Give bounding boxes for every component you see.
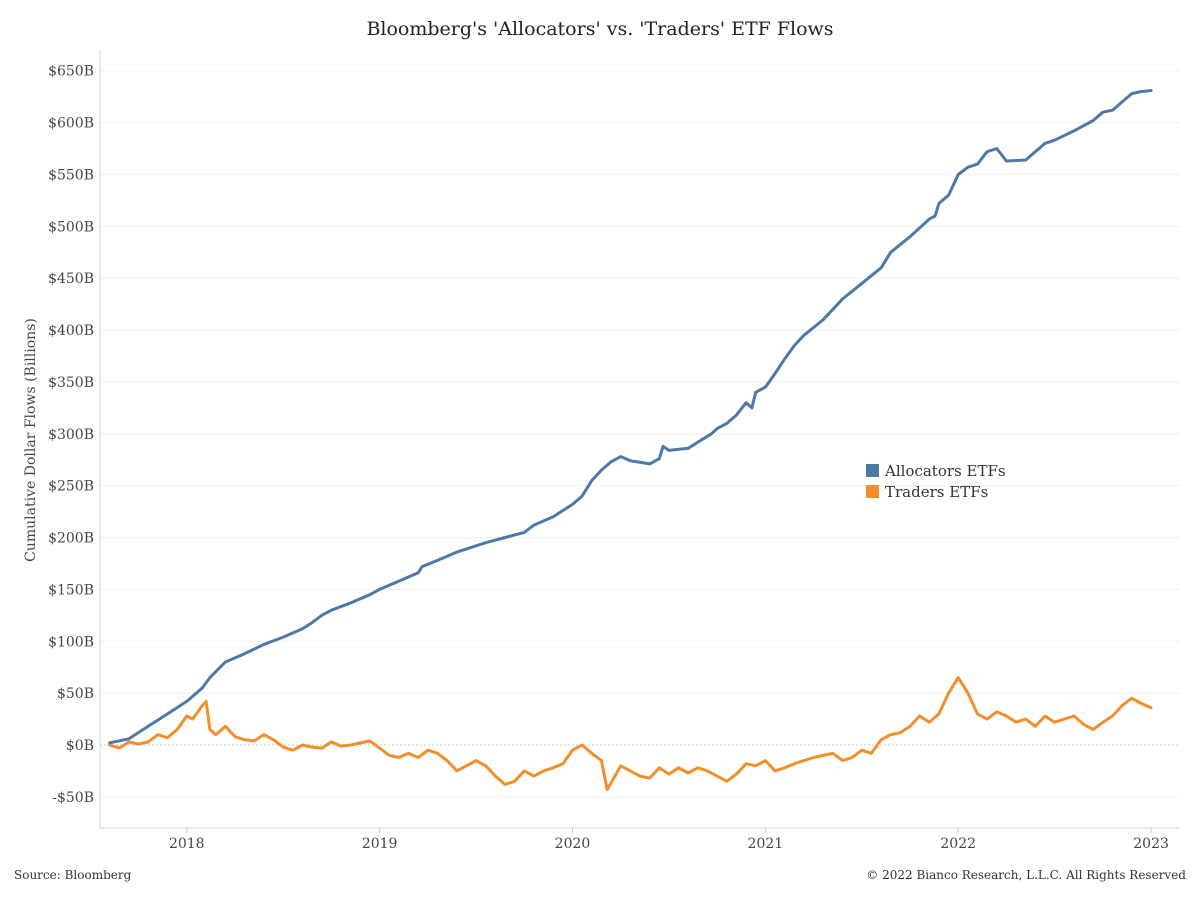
copyright-note: © 2022 Bianco Research, L.L.C. All Right… xyxy=(866,868,1186,882)
chart-title: Bloomberg's 'Allocators' vs. 'Traders' E… xyxy=(366,18,834,40)
y-tick-label: $100B xyxy=(48,634,94,650)
x-tick-label: 2019 xyxy=(362,836,398,852)
legend-label: Allocators ETFs xyxy=(884,462,1006,480)
x-tick-label: 2022 xyxy=(940,836,976,852)
series-line-traders xyxy=(108,676,1153,792)
y-tick-label: $200B xyxy=(48,531,94,547)
legend: Allocators ETFs Traders ETFs xyxy=(866,462,1006,501)
y-tick-label: $50B xyxy=(57,686,94,702)
y-tick-label: $500B xyxy=(48,219,94,235)
x-tick-label: 2021 xyxy=(748,836,784,852)
series-lines xyxy=(108,89,1153,792)
axes: -$50B $0B $50B $100B $150B $200B $250B $300B $35… xyxy=(48,50,1180,852)
x-tick-label: 2018 xyxy=(169,836,205,852)
x-tick-label: 2023 xyxy=(1133,836,1169,852)
y-tick-label: $600B xyxy=(48,116,94,132)
y-tick-label: $350B xyxy=(48,375,94,391)
series-line-allocators xyxy=(108,89,1153,745)
legend-swatch xyxy=(866,485,879,498)
source-note: Source: Bloomberg xyxy=(14,868,132,882)
y-tick-label: $300B xyxy=(48,427,94,443)
y-tick-label: $0B xyxy=(66,738,94,754)
y-axis-label: Cumulative Dollar Flows (Billions) xyxy=(23,318,39,562)
gridlines xyxy=(100,70,1180,798)
legend-swatch xyxy=(866,464,879,477)
y-tick-label: -$50B xyxy=(52,790,94,806)
y-tick-label: $250B xyxy=(48,479,94,495)
legend-label: Traders ETFs xyxy=(885,483,988,501)
y-tick-label: $650B xyxy=(48,64,94,80)
y-tick-label: $150B xyxy=(48,582,94,598)
y-tick-label: $450B xyxy=(48,271,94,287)
y-tick-label: $550B xyxy=(48,167,94,183)
x-tick-label: 2020 xyxy=(555,836,591,852)
y-tick-label: $400B xyxy=(48,323,94,339)
